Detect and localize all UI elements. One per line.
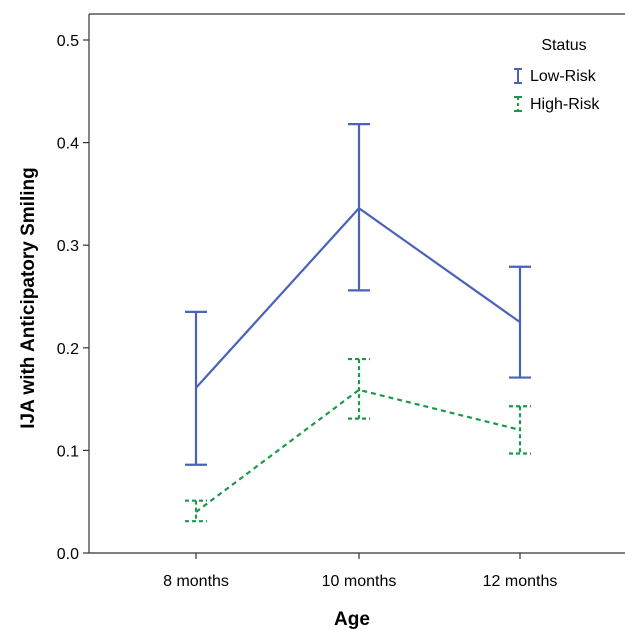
legend-label: Low-Risk (530, 68, 597, 85)
x-tick-label: 10 months (322, 573, 397, 590)
legend-label: High-Risk (530, 96, 600, 113)
y-ticks: 0.0 0.1 0.2 0.3 0.4 0.5 (57, 33, 89, 563)
legend-item: Low-Risk (514, 68, 597, 85)
error-bar (348, 123, 370, 292)
series-high-risk (185, 357, 531, 523)
legend-item: High-Risk (514, 96, 600, 113)
error-bar (185, 310, 207, 466)
legend-title: Status (541, 37, 586, 54)
y-tick-label: 0.1 (57, 443, 79, 460)
error-bar (185, 499, 207, 523)
y-tick-label: 0.0 (57, 546, 79, 563)
y-tick-label: 0.2 (57, 341, 79, 358)
y-tick-label: 0.4 (57, 136, 79, 153)
x-tick-label: 12 months (483, 573, 558, 590)
error-bar (348, 357, 370, 420)
x-axis-title: Age (334, 609, 370, 629)
x-tick-label: 8 months (163, 573, 229, 590)
y-tick-label: 0.3 (57, 238, 79, 255)
x-ticks: 8 months 10 months 12 months (163, 553, 557, 590)
legend: Status Low-Risk High-Risk (514, 37, 600, 113)
axes (88, 13, 625, 554)
y-tick-label: 0.5 (57, 33, 79, 50)
series-layer (185, 123, 531, 523)
y-axis-title: IJA with Anticipatory Smiling (18, 167, 39, 428)
series-low-risk (185, 123, 531, 466)
series-line (195, 388, 521, 513)
